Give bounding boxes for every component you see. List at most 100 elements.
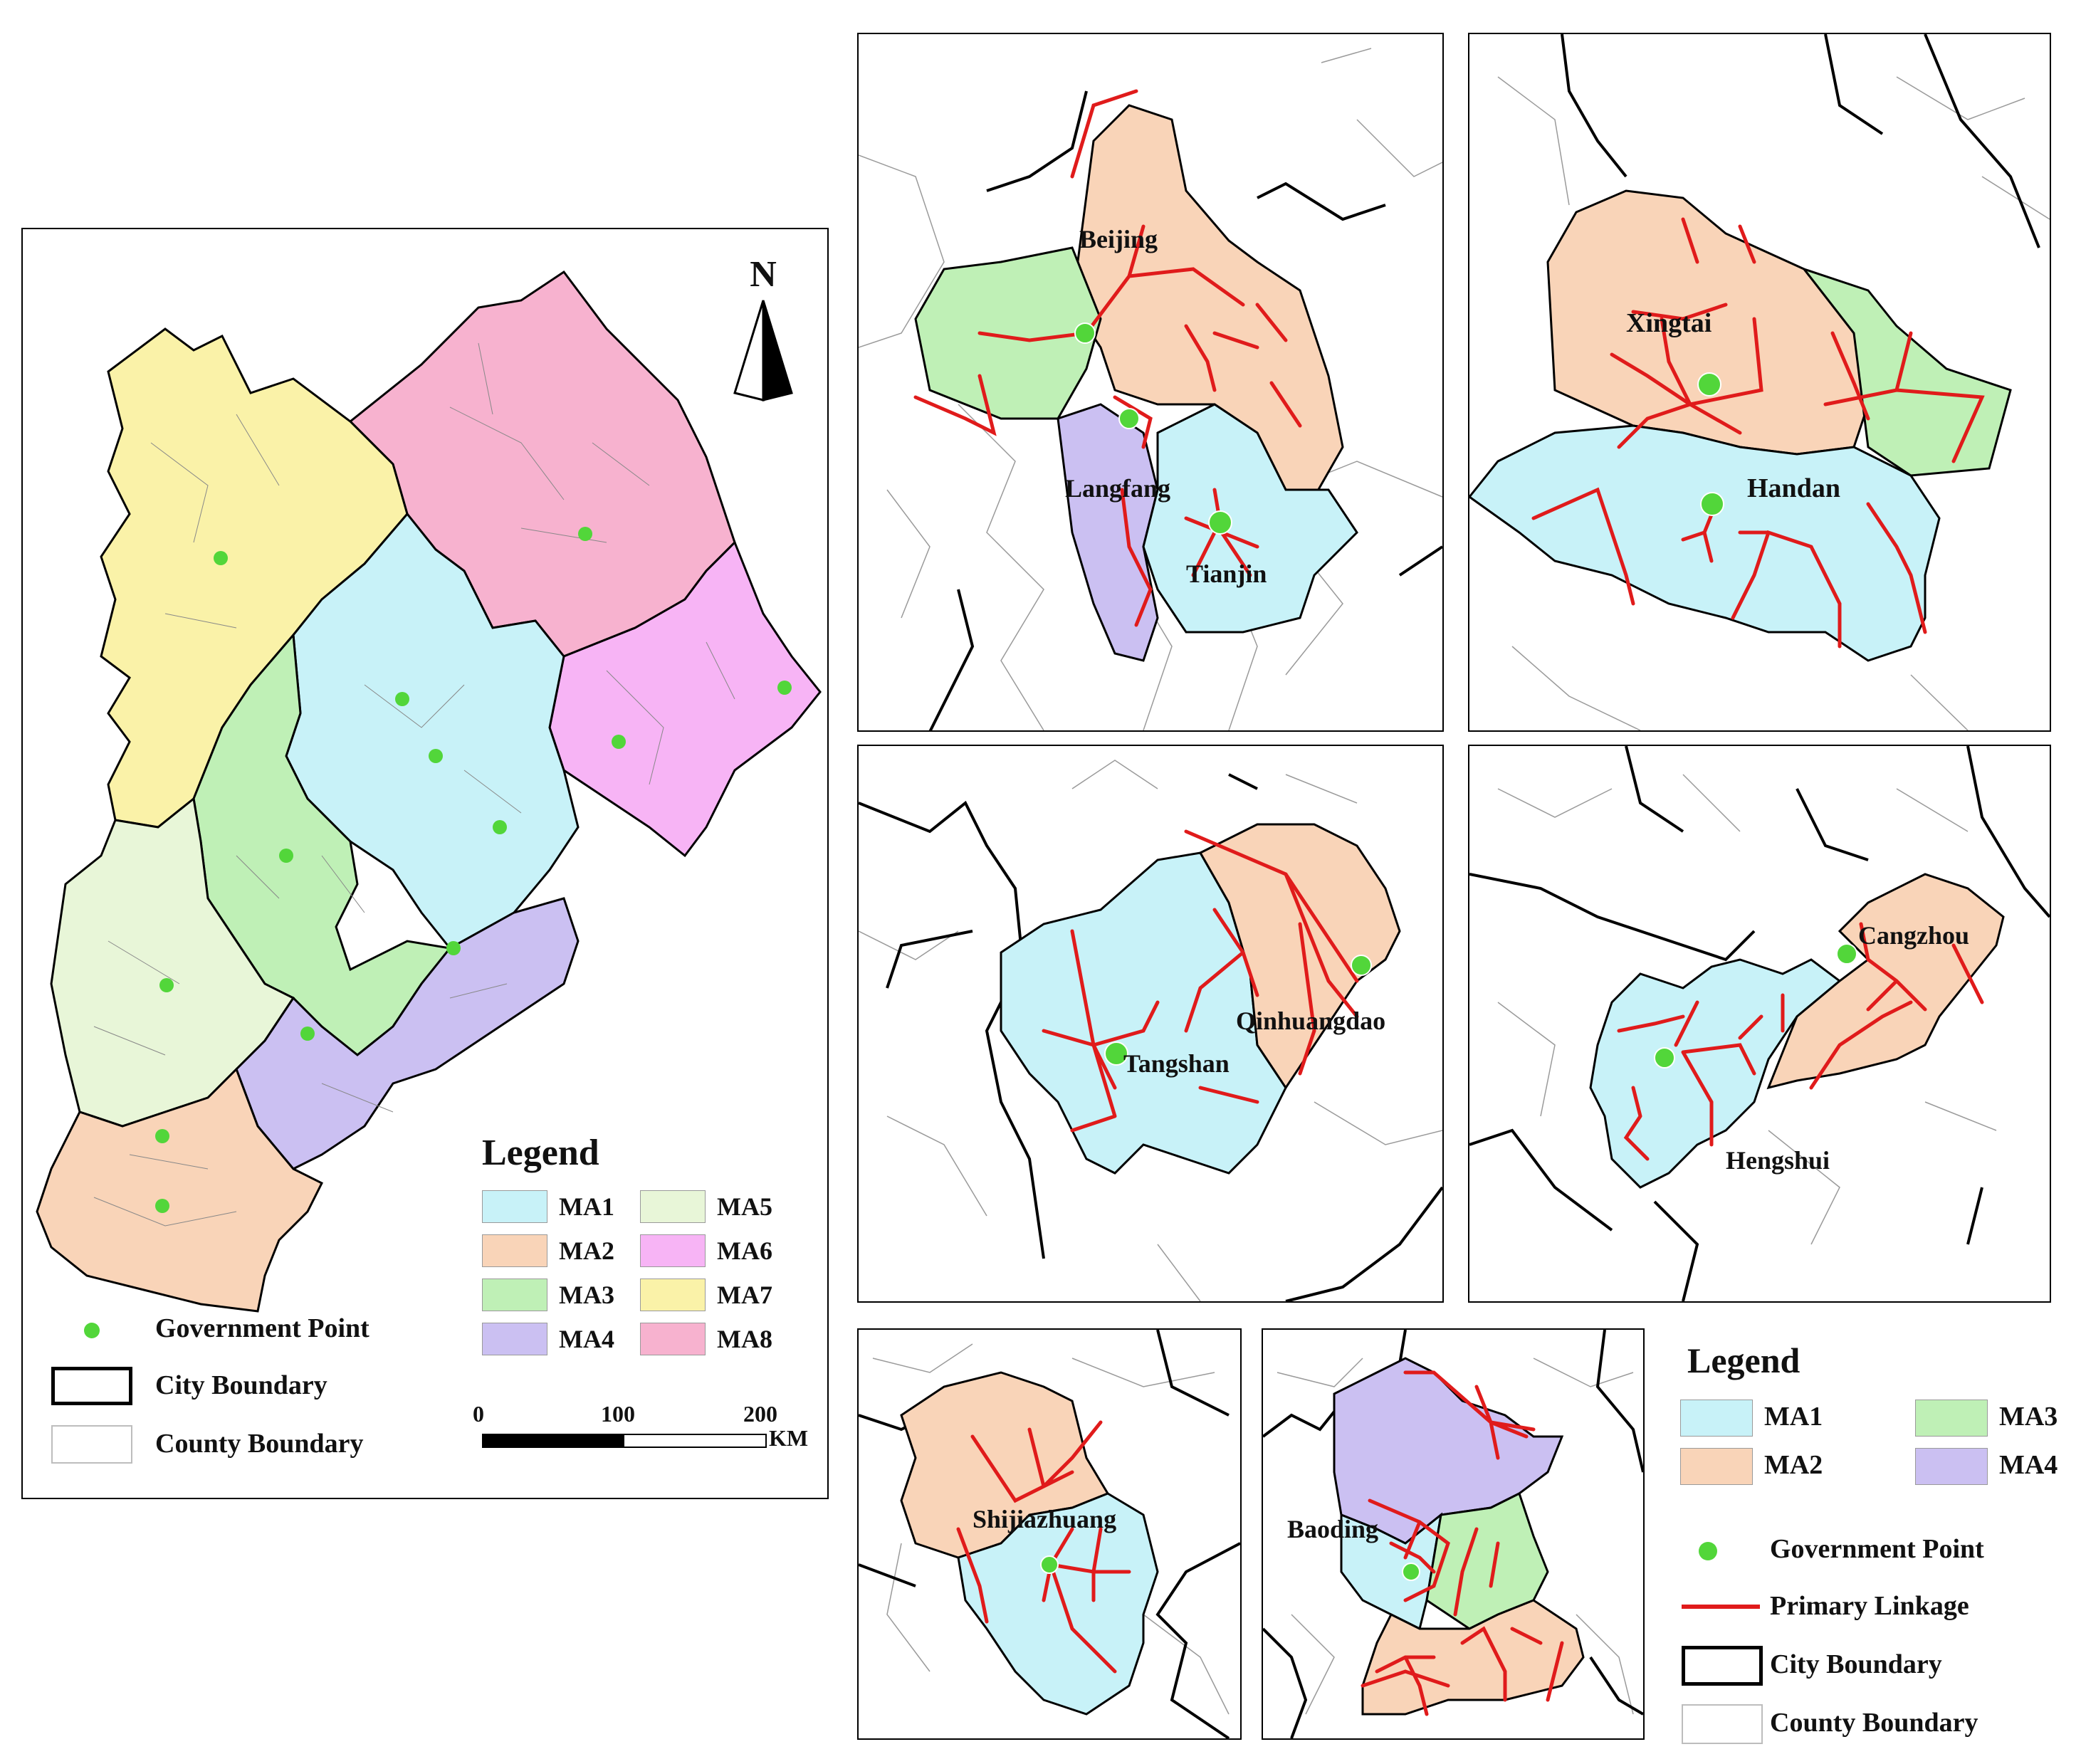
primary-linkages	[956, 1420, 1131, 1674]
government-point	[1208, 510, 1232, 535]
government-point	[429, 749, 443, 763]
scale-tick-100: 100	[601, 1401, 635, 1427]
inset-cangzhou-panel: Cangzhou Hengshui	[1468, 745, 2051, 1303]
legend-label-ma4: MA4	[559, 1325, 614, 1353]
legend-label-ma2: MA2	[559, 1237, 614, 1265]
overview-county-boundary-label: County Boundary	[155, 1429, 364, 1459]
government-point	[1836, 943, 1857, 965]
inset-label-tianjin: Tianjin	[1186, 560, 1267, 588]
county-boundary-swatch	[51, 1425, 132, 1464]
city-boundary-swatch	[1682, 1646, 1763, 1686]
inset-xingtai-panel: Xingtai Handan	[1468, 33, 2051, 732]
government-point	[612, 735, 626, 749]
overview-legend-items: MA1 MA5 MA2 MA6 MA3 MA7 MA4 MA8	[482, 1190, 809, 1382]
government-point	[1040, 1555, 1059, 1574]
overview-legend-title: Legend	[482, 1133, 599, 1173]
inset-baoding-map: Baoding	[1263, 1330, 1643, 1738]
scale-bar	[482, 1434, 767, 1448]
government-point	[578, 527, 592, 541]
primary-linkages	[1361, 1370, 1564, 1716]
legend-swatch-ma2	[1680, 1448, 1753, 1485]
government-point	[1654, 1047, 1675, 1069]
inset-cangzhou-map: Cangzhou Hengshui	[1469, 746, 2050, 1301]
legend-swatch-ma4	[1915, 1448, 1988, 1485]
overview-city-boundary-label: City Boundary	[155, 1370, 327, 1400]
overview-map: N	[36, 254, 822, 1313]
government-point	[777, 681, 792, 695]
inset-beijing-map: Beijing Langfang Tianjin	[859, 48, 1442, 730]
government-point	[1697, 372, 1721, 397]
inset-legend-title: Legend	[1687, 1340, 1800, 1380]
legend-label-ma3: MA3	[559, 1281, 614, 1309]
inset-label-baoding: Baoding	[1287, 1515, 1378, 1543]
inset-tangshan-map: Qinhuangdao Tangshan	[859, 760, 1442, 1301]
government-point	[493, 820, 507, 834]
inset-xingtai-map: Xingtai Handan	[1469, 34, 2050, 730]
government-point	[300, 1027, 315, 1041]
region-ma6	[548, 540, 822, 858]
inset-beijing-panel: Beijing Langfang Tianjin	[857, 33, 1444, 732]
legend-swatch-ma1	[1680, 1400, 1753, 1437]
county-boundary-swatch	[1682, 1704, 1763, 1744]
primary-linkages	[1617, 922, 1984, 1161]
overview-map-panel: N Legend MA1 MA5 MA2 MA6 MA3 MA7 MA4 MA8 Govern…	[21, 228, 829, 1499]
legend-swatch-ma6	[640, 1234, 706, 1267]
legend-swatch-ma4	[482, 1323, 547, 1355]
government-point	[1351, 955, 1372, 976]
legend-label-ma7: MA7	[717, 1281, 772, 1309]
government-points	[155, 527, 792, 1213]
legend-swatch-ma3	[482, 1279, 547, 1311]
government-point	[395, 692, 409, 706]
government-point	[446, 941, 461, 955]
government-point	[1118, 408, 1140, 429]
inset-label-cangzhou: Cangzhou	[1858, 921, 1969, 950]
county-boundaries	[93, 342, 735, 1227]
primary-linkages	[1042, 829, 1359, 1133]
government-point-icon	[1699, 1542, 1717, 1560]
region-ma2	[36, 1067, 324, 1313]
government-point	[279, 849, 293, 863]
legend-swatch-ma3	[1915, 1400, 1988, 1437]
government-point	[159, 978, 174, 992]
scale-tick-0: 0	[473, 1401, 484, 1427]
inset-label-beijing: Beijing	[1079, 225, 1158, 253]
legend-label-ma3: MA3	[1999, 1402, 2058, 1432]
inset-label-xingtai: Xingtai	[1626, 308, 1712, 338]
legend-label-ma8: MA8	[717, 1325, 772, 1353]
inset-label-handan: Handan	[1747, 473, 1840, 503]
legend-label-ma1: MA1	[559, 1192, 614, 1221]
overview-government-point-label: Government Point	[155, 1313, 369, 1343]
inset-county-boundary-label: County Boundary	[1770, 1708, 1978, 1738]
government-point	[1104, 1041, 1128, 1066]
legend-swatch-ma1	[482, 1190, 547, 1223]
inset-label-qinhuangdao: Qinhuangdao	[1236, 1007, 1385, 1035]
north-label: N	[750, 254, 777, 295]
inset-label-tangshan: Tangshan	[1123, 1049, 1230, 1078]
primary-linkages	[1531, 217, 1985, 649]
inset-legend-items: MA1 MA3 MA2 MA4	[1680, 1400, 2065, 1506]
inset-city-boundary-label: City Boundary	[1770, 1649, 1942, 1679]
government-point	[155, 1129, 169, 1143]
legend-swatch-ma5	[640, 1190, 706, 1223]
government-point	[1700, 492, 1724, 516]
legend-label-ma4: MA4	[1999, 1450, 2058, 1480]
legend-label-ma5: MA5	[717, 1192, 772, 1221]
inset-tangshan-panel: Qinhuangdao Tangshan	[857, 745, 1444, 1303]
legend-label-ma6: MA6	[717, 1237, 772, 1265]
north-arrow-icon	[733, 300, 793, 401]
government-point	[155, 1199, 169, 1213]
inset-label-shijiazhuang: Shijiazhuang	[973, 1505, 1116, 1533]
legend-label-ma2: MA2	[1764, 1450, 1823, 1480]
inset-shijiazhuang-panel: Shijiazhuang	[857, 1328, 1242, 1740]
inset-government-point-label: Government Point	[1770, 1534, 1984, 1564]
government-point	[1402, 1563, 1420, 1581]
inset-label-hengshui: Hengshui	[1726, 1146, 1830, 1175]
legend-swatch-ma8	[640, 1323, 706, 1355]
scale-tick-200: 200	[743, 1401, 777, 1427]
government-point-icon	[84, 1323, 100, 1338]
government-point	[1074, 322, 1096, 344]
scale-unit: KM	[769, 1425, 809, 1451]
legend-swatch-ma7	[640, 1279, 706, 1311]
legend-swatch-ma2	[482, 1234, 547, 1267]
inset-baoding-panel: Baoding	[1262, 1328, 1645, 1740]
